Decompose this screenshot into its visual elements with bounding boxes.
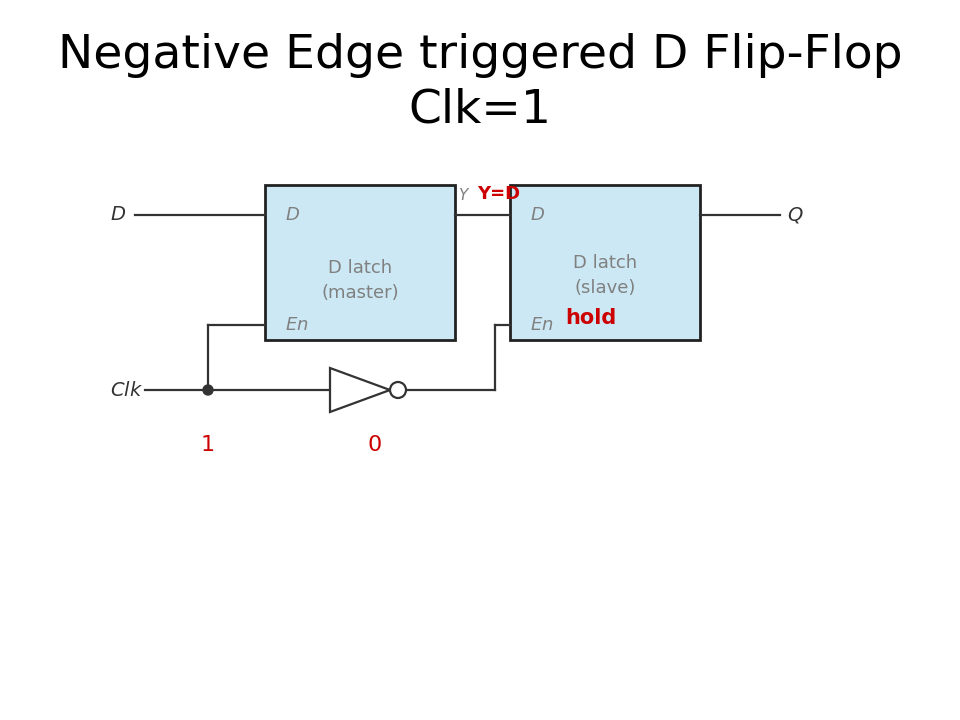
- Polygon shape: [330, 368, 390, 412]
- Text: $D$: $D$: [285, 206, 300, 224]
- Circle shape: [390, 382, 406, 398]
- Text: D latch: D latch: [328, 259, 392, 277]
- Bar: [510, 185, 700, 340]
- Text: D latch: D latch: [573, 254, 637, 272]
- Bar: [265, 185, 455, 340]
- Text: $En$: $En$: [285, 316, 308, 334]
- Text: (master): (master): [322, 284, 398, 302]
- Text: $En$: $En$: [530, 316, 554, 334]
- Text: hold: hold: [565, 308, 616, 328]
- Text: (slave): (slave): [574, 279, 636, 297]
- Text: $D$: $D$: [530, 206, 545, 224]
- Text: $D$: $D$: [110, 205, 126, 225]
- Circle shape: [203, 385, 213, 395]
- Text: 0: 0: [368, 435, 382, 455]
- Text: 1: 1: [201, 435, 215, 455]
- Text: Y=D: Y=D: [477, 185, 520, 203]
- Text: $Q$: $Q$: [787, 205, 804, 225]
- Text: $Clk$: $Clk$: [110, 380, 143, 400]
- Text: Clk=1: Clk=1: [409, 88, 551, 132]
- Text: $Y$: $Y$: [458, 187, 470, 203]
- Text: Negative Edge triggered D Flip-Flop: Negative Edge triggered D Flip-Flop: [58, 32, 902, 78]
